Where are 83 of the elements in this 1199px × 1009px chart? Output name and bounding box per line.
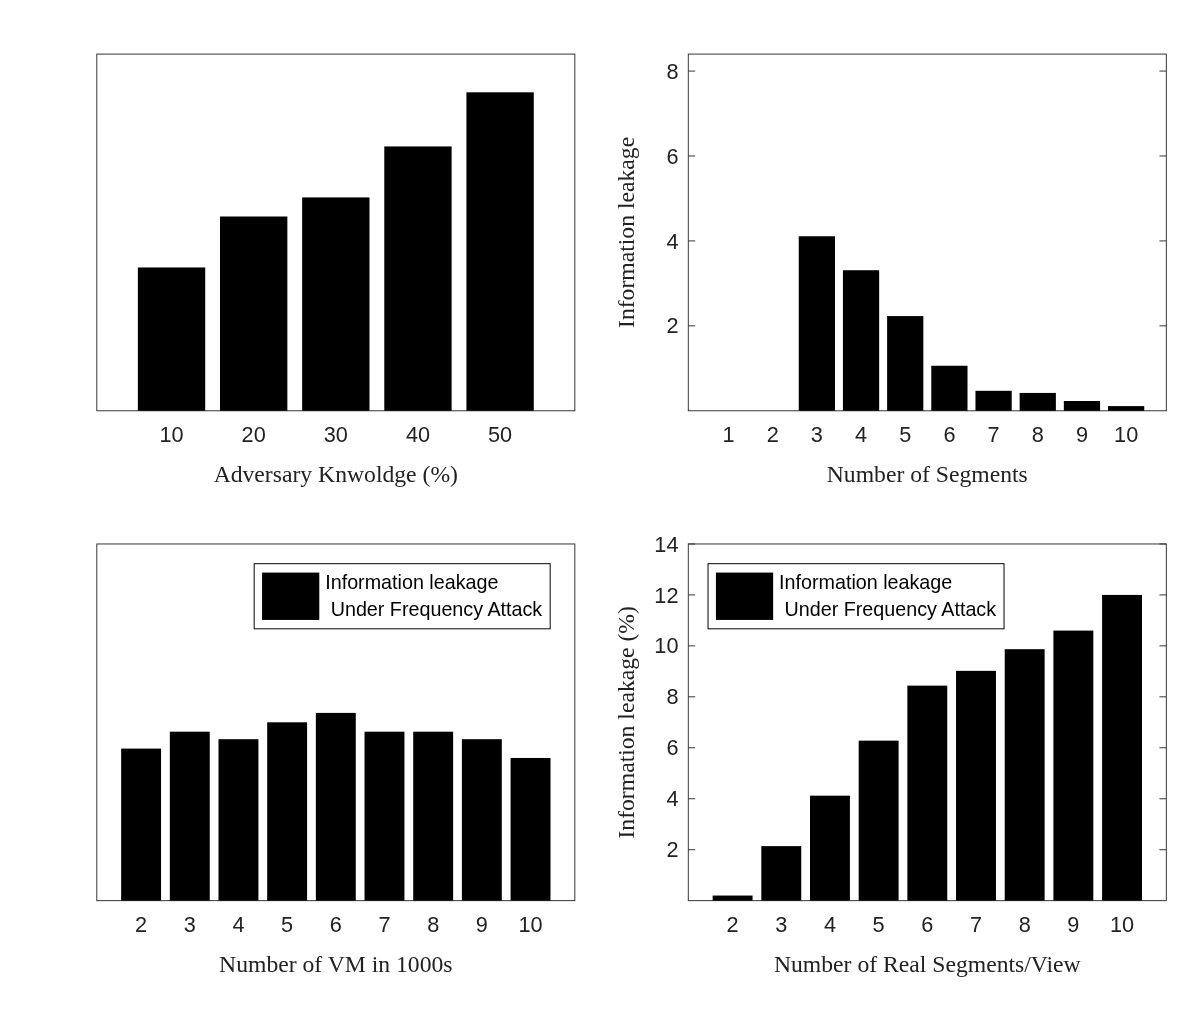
x-tick-label: 9	[475, 912, 488, 938]
bar	[975, 390, 1012, 411]
x-tick-label: 6	[329, 912, 342, 938]
y-tick-label: 4	[666, 228, 679, 254]
x-tick-label: 40	[405, 422, 431, 448]
bar	[169, 731, 210, 901]
x-tick-label: 3	[183, 912, 196, 938]
bar	[712, 895, 753, 901]
bar	[810, 795, 850, 901]
x-axis-title: Number of VM in 1000s	[219, 950, 453, 977]
bar	[121, 748, 162, 901]
x-tick-label: 30	[323, 422, 348, 448]
x-tick-label: 4	[232, 912, 245, 938]
x-tick-label: 50	[488, 422, 513, 448]
bar	[413, 731, 454, 901]
x-axis-title: Number of Segments	[826, 460, 1028, 487]
bar	[466, 92, 534, 411]
y-tick-label: 6	[666, 143, 679, 169]
x-tick-label: 7	[969, 912, 983, 938]
bar	[761, 846, 802, 901]
y-tick-label: 8	[666, 58, 679, 84]
bar	[1004, 649, 1045, 901]
x-tick-label: 8	[1018, 912, 1031, 938]
y-tick-label: 8	[666, 684, 679, 710]
bar	[1053, 630, 1094, 901]
bar	[956, 670, 996, 901]
x-tick-label: 7	[378, 912, 391, 938]
x-tick-label: 9	[1075, 422, 1088, 448]
bar	[842, 270, 880, 411]
x-axis-title: Number of Real Segments/View	[773, 950, 1081, 977]
y-tick-label: 2	[666, 313, 679, 339]
x-tick-label: 8	[1031, 422, 1044, 448]
bar	[798, 236, 835, 411]
bar	[267, 722, 308, 901]
x-tick-label: 6	[921, 912, 934, 938]
x-tick-label: 2	[135, 912, 148, 938]
x-tick-label: 10	[518, 912, 543, 938]
bar	[510, 757, 551, 901]
y-tick-label: 14	[654, 531, 679, 557]
x-tick-label: 3	[775, 912, 788, 938]
y-tick-label: 2	[666, 837, 679, 863]
legend-label: Information leakage Under Frequency Attack	[325, 571, 543, 620]
x-tick-label: 5	[872, 912, 885, 938]
bar	[1102, 594, 1142, 901]
bar	[907, 685, 948, 901]
bar	[137, 267, 206, 411]
bar	[1063, 401, 1101, 411]
y-tick-label: 12	[654, 582, 679, 608]
x-tick-label: 5	[281, 912, 294, 938]
bar	[1108, 406, 1145, 411]
x-tick-label: 9	[1067, 912, 1080, 938]
bar	[461, 739, 502, 901]
y-axis-title: Information leakage	[613, 136, 640, 328]
x-axis-title: Adversary Knwoldge (%)	[213, 460, 458, 487]
bar	[384, 146, 452, 411]
x-tick-label: 10	[159, 422, 184, 448]
x-tick-label: 2	[766, 422, 779, 448]
y-tick-label: 6	[666, 735, 679, 761]
x-tick-label: 5	[899, 422, 912, 448]
bar	[1019, 392, 1056, 411]
y-axis-title: Information leakage (%)	[613, 606, 640, 839]
bar	[315, 712, 356, 901]
x-tick-label: 6	[943, 422, 956, 448]
bar	[218, 739, 259, 901]
x-tick-label: 1	[722, 422, 735, 448]
bar	[220, 216, 288, 411]
y-tick-label: 4	[666, 786, 679, 812]
x-tick-label: 3	[810, 422, 823, 448]
bar	[931, 365, 968, 411]
x-tick-label: 7	[987, 422, 1000, 448]
x-tick-label: 10	[1114, 422, 1139, 448]
x-tick-label: 4	[823, 912, 836, 938]
legend-label: Information leakage Under Frequency Attack	[779, 571, 997, 620]
x-tick-label: 20	[241, 422, 266, 448]
bar	[364, 731, 405, 901]
x-tick-label: 8	[427, 912, 440, 938]
x-tick-label: 10	[1109, 912, 1135, 938]
bar	[887, 316, 924, 411]
y-tick-label: 10	[654, 633, 679, 659]
x-tick-label: 2	[726, 912, 739, 938]
bar	[858, 740, 899, 901]
bar	[302, 197, 370, 411]
x-tick-label: 4	[855, 422, 868, 448]
